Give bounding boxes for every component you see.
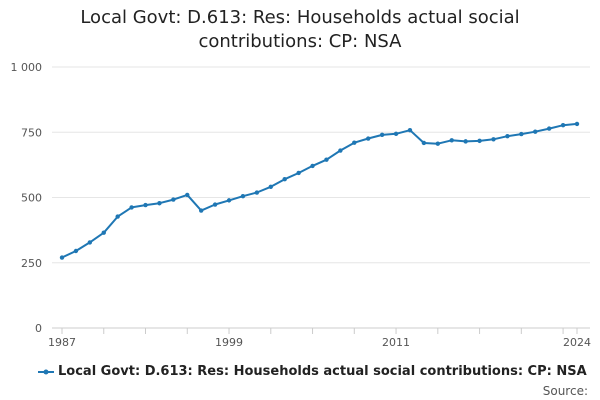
data-point	[73, 248, 79, 254]
data-point	[449, 138, 454, 143]
data-point	[185, 192, 190, 198]
series-group	[59, 121, 580, 260]
data-point	[560, 123, 566, 128]
data-point	[477, 138, 482, 144]
data-point	[546, 126, 552, 131]
data-point	[407, 127, 413, 133]
data-point	[379, 132, 385, 138]
x-tick-label: 2011	[382, 336, 410, 349]
data-point	[463, 139, 468, 144]
y-tick-label: 500	[21, 192, 42, 205]
data-point	[198, 208, 204, 213]
chart-title-line-2: contributions: CP: NSA	[198, 31, 402, 52]
y-tick-label: 1 000	[11, 61, 43, 74]
data-point	[59, 255, 65, 260]
data-point	[393, 131, 399, 137]
data-point	[87, 240, 93, 245]
data-point	[115, 214, 120, 219]
data-point	[129, 205, 134, 210]
data-point	[101, 230, 106, 235]
y-axis-ticks: 0 250 500 750 1 000	[11, 61, 43, 335]
data-point	[366, 136, 371, 141]
data-point	[310, 163, 315, 169]
chart-title-line-1: Local Govt: D.613: Res: Households actua…	[80, 7, 520, 28]
legend-swatch	[38, 369, 54, 374]
data-point	[519, 131, 524, 137]
grid-lines	[52, 66, 590, 264]
data-point	[157, 201, 162, 206]
data-point	[282, 177, 287, 182]
data-point	[143, 202, 148, 208]
data-point	[296, 170, 301, 176]
x-tick-label: 1999	[215, 336, 243, 349]
data-point	[240, 193, 246, 199]
data-point	[574, 121, 580, 127]
y-tick-label: 0	[35, 322, 42, 335]
data-point	[338, 148, 343, 153]
y-tick-label: 750	[21, 126, 42, 139]
chart-title: Local Govt: D.613: Res: Households actua…	[0, 6, 600, 54]
x-tick-label: 2024	[563, 336, 591, 349]
data-point	[212, 202, 218, 207]
data-point	[435, 141, 441, 146]
data-point	[421, 140, 427, 146]
legend[interactable]: Local Govt: D.613: Res: Households actua…	[38, 364, 587, 379]
data-point	[268, 184, 273, 189]
data-point	[505, 133, 510, 139]
data-point	[324, 157, 329, 162]
x-tick-label: 1987	[48, 336, 76, 349]
data-point	[254, 190, 260, 195]
y-tick-label: 250	[21, 257, 42, 270]
source-label: Source:	[542, 384, 588, 398]
data-point	[352, 140, 357, 145]
data-point	[491, 137, 496, 142]
data-point	[533, 129, 538, 134]
x-axis: 1987 1999 2011 2024	[48, 327, 591, 349]
data-point	[226, 198, 232, 203]
series-line	[61, 122, 578, 259]
data-point	[171, 197, 176, 202]
legend-label: Local Govt: D.613: Res: Households actua…	[58, 364, 587, 379]
